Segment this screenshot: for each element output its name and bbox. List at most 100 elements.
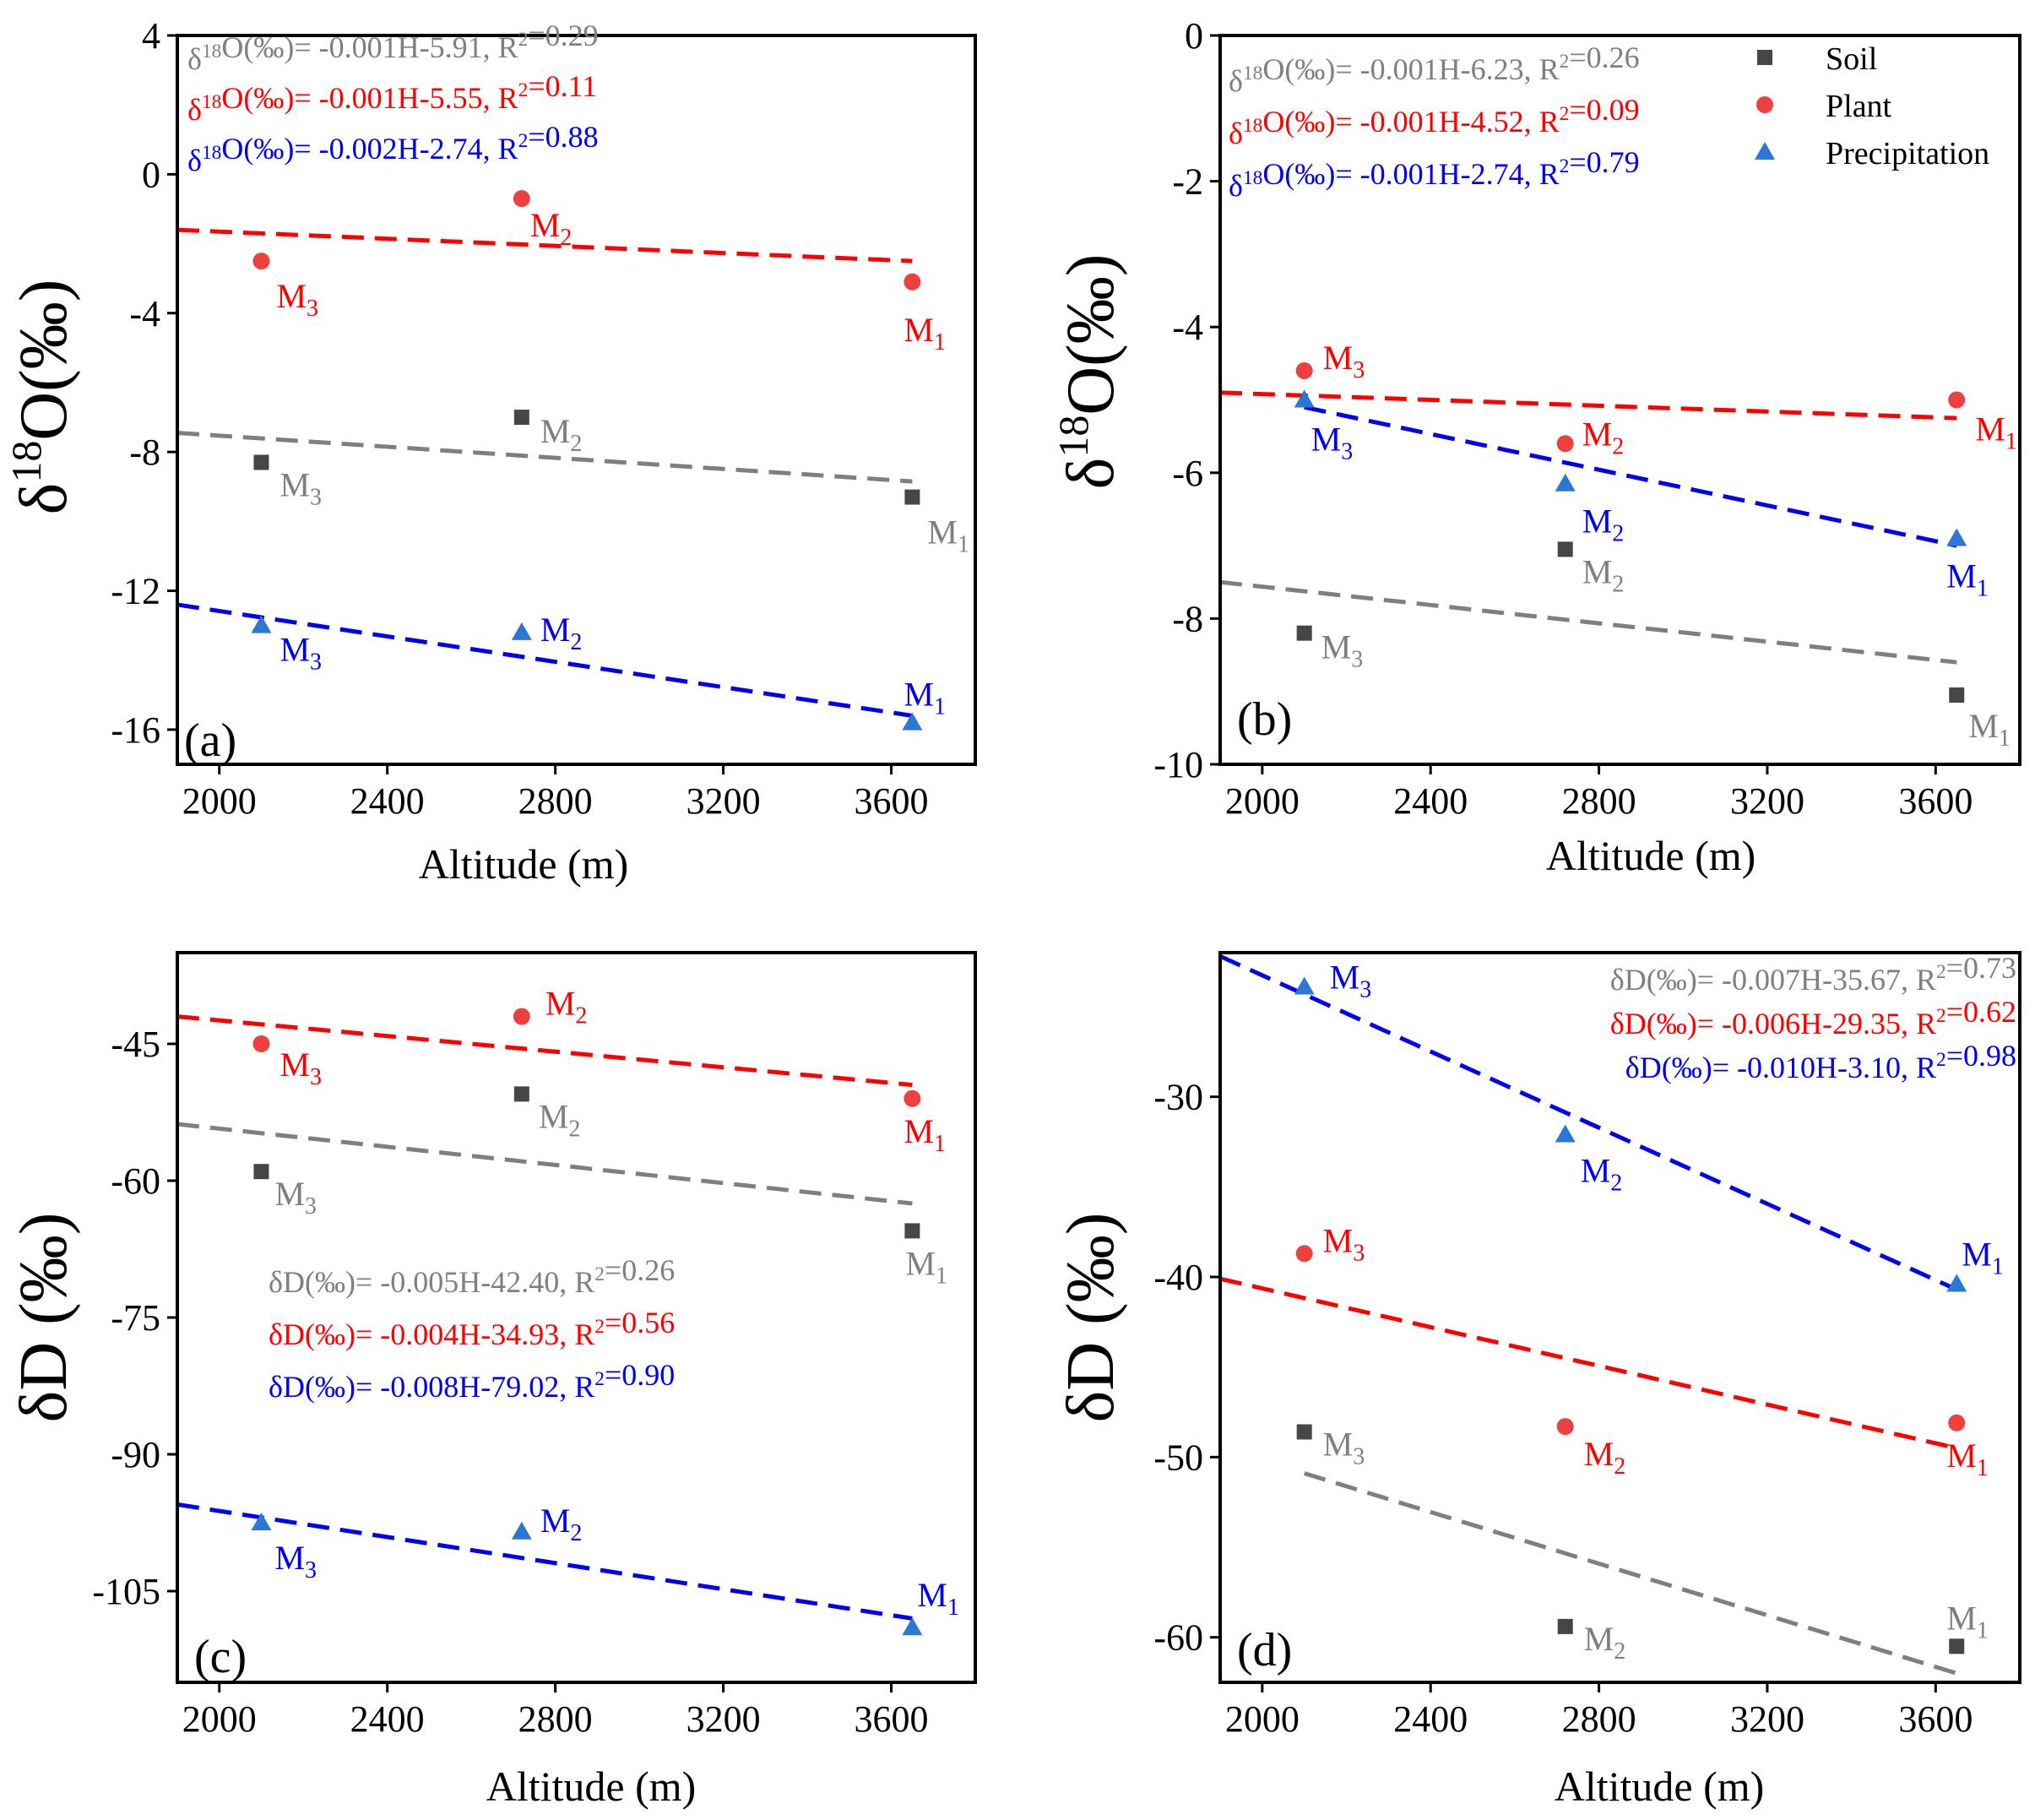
y-tick-label: -10 — [1153, 744, 1203, 785]
x-tick-label: 3600 — [855, 1698, 929, 1740]
y-tick-label: -2 — [1172, 161, 1203, 203]
x-tick-label: 2400 — [350, 1698, 425, 1740]
point-label-precip: M2 — [1582, 503, 1625, 547]
equation-soil: δD(‰)= -0.005H-42.40, R2=0.26 — [269, 1253, 675, 1299]
panel-label: (c) — [194, 1631, 247, 1683]
panel-label: (d) — [1237, 1624, 1292, 1676]
x-axis-label: Altitude (m) — [419, 840, 629, 888]
point-plant-1 — [1295, 1245, 1313, 1263]
y-tick-label: -16 — [111, 709, 160, 751]
x-tick-label: 3600 — [1898, 1698, 1973, 1740]
point-label-soil: M3 — [279, 465, 322, 510]
point-soil-3 — [1949, 687, 1965, 704]
point-label-soil: M3 — [274, 1175, 317, 1220]
point-precip-1 — [1294, 389, 1315, 408]
x-tick-label: 3200 — [1730, 1698, 1804, 1740]
point-label-plant: M2 — [545, 985, 588, 1030]
point-label-plant: M1 — [1946, 1437, 1989, 1481]
point-label-soil: M1 — [1968, 707, 2011, 752]
point-label-precip: M2 — [540, 611, 583, 655]
axes-frame — [1218, 951, 2021, 1684]
point-plant-1 — [252, 1035, 270, 1052]
equation-precip: δD(‰)= -0.008H-79.02, R2=0.90 — [269, 1358, 675, 1404]
point-precip-3 — [1946, 528, 1967, 546]
y-tick-label: -4 — [129, 293, 160, 334]
x-axis-label: Altitude (m) — [1555, 1763, 1765, 1810]
equation-soil: δ18O(‰)= -0.001H-6.23, R2=0.26 — [1229, 41, 1640, 98]
y-axis-label: δ18O(‰) — [1050, 254, 1128, 490]
y-tick-label: -8 — [1172, 598, 1203, 639]
legend-label-soil: Soil — [1826, 41, 1877, 77]
y-tick-label: -8 — [129, 432, 160, 473]
point-precip-1 — [251, 1513, 272, 1530]
fit-line-precip — [176, 1502, 913, 1621]
y-tick-label: -60 — [111, 1160, 160, 1202]
fit-line-plant — [176, 1014, 913, 1088]
x-tick-label: 2800 — [518, 1698, 593, 1740]
x-tick-label: 2800 — [1562, 1698, 1636, 1740]
point-label-precip: M3 — [1330, 959, 1372, 1003]
point-plant-3 — [1948, 1414, 1966, 1432]
fit-line-precip — [176, 602, 913, 718]
x-tick-label: 2000 — [182, 1698, 257, 1740]
fit-line-soil — [176, 1122, 913, 1206]
y-axis-label: δD (‰) — [1054, 1213, 1128, 1423]
fit-line-soil — [1303, 1471, 1957, 1676]
legend: Soil Plant Precipitation — [1755, 41, 1989, 171]
fit-line-plant — [1219, 390, 1957, 421]
x-tick-label: 3200 — [686, 780, 761, 822]
y-tick-label: -30 — [1153, 1077, 1203, 1118]
point-label-precip: M1 — [904, 676, 946, 720]
point-label-precip: M3 — [274, 1539, 317, 1584]
equation-plant: δ18O(‰)= -0.001H-4.52, R2=0.09 — [1229, 93, 1640, 150]
x-axis-label: Altitude (m) — [486, 1763, 697, 1810]
point-label-soil: M1 — [927, 513, 969, 558]
panel-b: M3 M2 M1 M3 M2 M1 M3 M2 M1 2000 2400 2800 3200 3600 0 -… — [1050, 15, 2021, 879]
y-tick-label: -75 — [111, 1297, 160, 1339]
point-label-plant: M3 — [1323, 1221, 1365, 1266]
x-tick-label: 2400 — [1393, 1698, 1468, 1740]
point-soil-3 — [1949, 1638, 1965, 1654]
point-label-plant: M3 — [279, 1046, 322, 1090]
y-tick-label: -105 — [92, 1571, 160, 1612]
point-label-precip: M1 — [917, 1576, 959, 1621]
y-tick-label: -45 — [111, 1024, 160, 1065]
x-tick-label: 2400 — [1393, 780, 1468, 822]
panel-label: (a) — [184, 714, 236, 767]
x-tick-label: 3200 — [1730, 780, 1804, 822]
fit-line-precip — [1304, 405, 1957, 548]
y-tick-label: 0 — [1185, 15, 1203, 57]
y-tick-label: 4 — [142, 15, 160, 57]
point-label-soil: M3 — [1321, 628, 1364, 673]
point-label-precip: M1 — [1946, 557, 1989, 601]
point-label-plant: M2 — [530, 206, 573, 251]
point-label-precip: M3 — [279, 631, 322, 676]
point-plant-3 — [1948, 391, 1966, 409]
point-label-plant: M1 — [1975, 410, 2017, 455]
y-axis-label: δD (‰) — [7, 1213, 81, 1423]
x-tick-label: 2800 — [1562, 780, 1636, 822]
point-label-soil: M2 — [539, 1097, 581, 1142]
panel-c: M3 M2 M1 M3 M2 M1 M3 M2 M1 2000 2400 2800 3200 3600 -4… — [7, 951, 977, 1810]
equation-precip: δD(‰)= -0.010H-3.10, R2=0.98 — [1625, 1039, 2016, 1084]
y-tick-label: -4 — [1172, 307, 1203, 348]
x-tick-label: 2400 — [350, 780, 425, 822]
point-precip-2 — [1555, 473, 1576, 492]
point-plant-3 — [904, 273, 921, 291]
point-soil-2 — [513, 1086, 529, 1102]
axes-frame — [1218, 34, 2021, 766]
fit-line-soil — [1219, 579, 1957, 665]
point-label-plant: M3 — [1323, 339, 1365, 383]
point-label-soil: M2 — [1582, 552, 1625, 597]
point-plant-2 — [513, 190, 530, 208]
point-precip-1 — [1294, 976, 1315, 995]
point-label-soil: M1 — [905, 1244, 947, 1289]
panel-a: M3 M2 M1 M3 M2 M1 M3 M2 M1 2000 2400 2800 3200 3600 4 0… — [3, 15, 977, 888]
x-tick-label: 3200 — [686, 1698, 761, 1740]
point-soil-2 — [1557, 541, 1573, 557]
point-soil-1 — [1296, 1424, 1312, 1440]
point-label-soil: M2 — [540, 412, 583, 457]
point-plant-2 — [513, 1008, 530, 1025]
legend-marker-soil — [1757, 50, 1772, 65]
equation-plant: δ18O(‰)= -0.001H-5.55, R2=0.11 — [187, 69, 597, 127]
